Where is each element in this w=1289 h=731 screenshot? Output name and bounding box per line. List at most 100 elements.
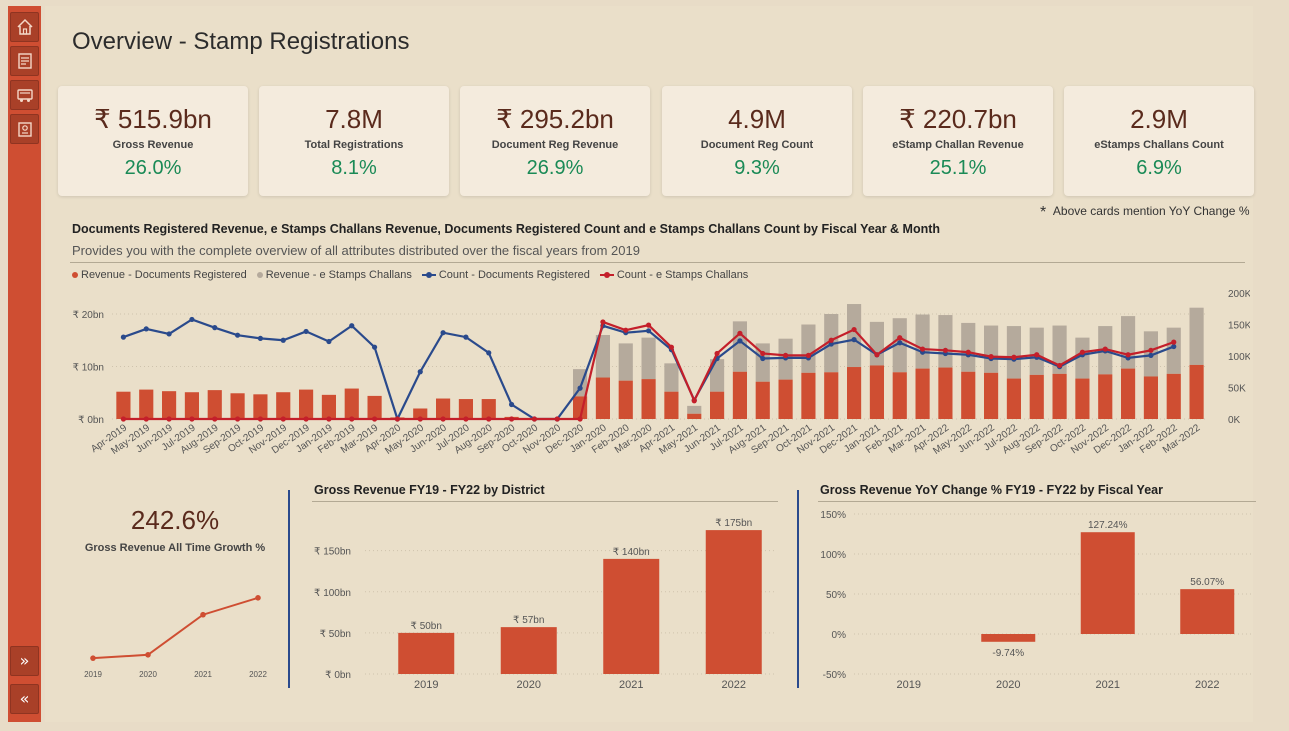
count-estamps-point[interactable]: [1148, 347, 1154, 353]
count-estamps-point[interactable]: [691, 398, 697, 404]
yoy-bar[interactable]: [1180, 589, 1235, 634]
district-bar[interactable]: [603, 558, 660, 674]
count-estamps-point[interactable]: [1011, 354, 1017, 360]
bar-estamp-revenue[interactable]: [1052, 325, 1067, 374]
bar-doc-revenue[interactable]: [458, 399, 473, 419]
bar-estamp-revenue[interactable]: [984, 325, 999, 373]
count-estamps-point[interactable]: [897, 335, 903, 341]
kpi-card[interactable]: ₹ 220.7bn eStamp Challan Revenue 25.1%: [863, 86, 1053, 196]
count-documents-point[interactable]: [303, 328, 309, 335]
count-documents-point[interactable]: [486, 350, 492, 356]
bar-doc-revenue[interactable]: [824, 372, 839, 419]
bar-estamp-revenue[interactable]: [1075, 337, 1090, 379]
count-documents-point[interactable]: [349, 323, 355, 329]
bar-doc-revenue[interactable]: [801, 372, 816, 419]
count-documents-point[interactable]: [897, 340, 903, 346]
bar-estamp-revenue[interactable]: [1166, 327, 1181, 374]
count-estamps-point[interactable]: [508, 416, 515, 422]
bar-doc-revenue[interactable]: [595, 377, 610, 419]
bar-estamp-revenue[interactable]: [1121, 316, 1136, 369]
count-documents-point[interactable]: [371, 344, 378, 350]
bar-doc-revenue[interactable]: [162, 391, 177, 419]
count-documents-point[interactable]: [577, 385, 583, 391]
kpi-card[interactable]: ₹ 295.2bn Document Reg Revenue 26.9%: [460, 86, 650, 196]
count-estamps-point[interactable]: [600, 319, 606, 325]
legend-item[interactable]: Revenue - Documents Registered: [72, 269, 247, 281]
count-estamps-point[interactable]: [1171, 339, 1177, 345]
count-estamps-point[interactable]: [988, 354, 994, 360]
count-documents-point[interactable]: [257, 335, 264, 341]
nav-stamps-button[interactable]: [10, 114, 39, 144]
count-estamps-point[interactable]: [623, 327, 629, 333]
count-estamps-point[interactable]: [212, 416, 218, 422]
bar-estamp-revenue[interactable]: [732, 321, 747, 372]
bar-doc-revenue[interactable]: [1166, 373, 1181, 419]
count-estamps-point[interactable]: [417, 416, 423, 422]
bar-doc-revenue[interactable]: [1006, 378, 1021, 419]
count-estamps-point[interactable]: [280, 416, 286, 422]
bar-doc-revenue[interactable]: [892, 372, 907, 419]
count-estamps-point[interactable]: [1079, 349, 1086, 355]
nav-challans-button[interactable]: [10, 80, 39, 110]
bar-estamp-revenue[interactable]: [1029, 327, 1044, 375]
count-documents-point[interactable]: [463, 334, 469, 340]
bar-doc-revenue[interactable]: [413, 408, 428, 420]
district-bar[interactable]: [500, 627, 557, 674]
count-estamps-point[interactable]: [805, 352, 812, 358]
bar-doc-revenue[interactable]: [847, 367, 862, 419]
count-estamps-point[interactable]: [234, 416, 241, 422]
bar-doc-revenue[interactable]: [116, 391, 131, 419]
bar-estamp-revenue[interactable]: [1006, 326, 1021, 379]
count-documents-point[interactable]: [143, 326, 149, 332]
bar-doc-revenue[interactable]: [641, 379, 656, 419]
bar-estamp-revenue[interactable]: [915, 314, 930, 369]
bar-doc-revenue[interactable]: [664, 391, 679, 419]
growth-point[interactable]: [145, 651, 151, 658]
bar-estamp-revenue[interactable]: [801, 324, 816, 373]
count-estamps-point[interactable]: [714, 350, 720, 357]
bar-doc-revenue[interactable]: [755, 381, 770, 419]
count-estamps-point[interactable]: [760, 350, 766, 357]
bar-doc-revenue[interactable]: [984, 372, 999, 419]
bar-doc-revenue[interactable]: [687, 413, 702, 419]
count-documents-point[interactable]: [828, 341, 834, 347]
count-estamps-point[interactable]: [1056, 362, 1063, 369]
count-documents-point[interactable]: [417, 369, 423, 375]
kpi-card[interactable]: ₹ 515.9bn Gross Revenue 26.0%: [58, 86, 248, 196]
bar-doc-revenue[interactable]: [1075, 378, 1090, 419]
district-bar[interactable]: [705, 530, 762, 674]
bar-doc-revenue[interactable]: [938, 367, 953, 419]
bar-estamp-revenue[interactable]: [1189, 307, 1204, 365]
count-documents-point[interactable]: [737, 338, 743, 344]
count-estamps-point[interactable]: [143, 416, 149, 422]
count-estamps-point[interactable]: [645, 322, 652, 328]
bar-doc-revenue[interactable]: [618, 380, 633, 419]
count-estamps-point[interactable]: [1102, 346, 1108, 352]
bar-doc-revenue[interactable]: [710, 391, 725, 419]
legend-item[interactable]: Count - Documents Registered: [421, 269, 590, 281]
bar-doc-revenue[interactable]: [915, 368, 930, 419]
count-documents-point[interactable]: [1148, 352, 1154, 358]
count-estamps-point[interactable]: [326, 416, 332, 422]
kpi-card[interactable]: 4.9M Document Reg Count 9.3%: [662, 86, 852, 196]
bar-doc-revenue[interactable]: [276, 392, 291, 419]
yoy-bar[interactable]: [981, 634, 1036, 642]
bar-estamp-revenue[interactable]: [595, 335, 610, 378]
bar-estamp-revenue[interactable]: [869, 321, 884, 366]
count-estamps-point[interactable]: [303, 416, 309, 422]
bar-estamp-revenue[interactable]: [664, 363, 679, 392]
count-documents-point[interactable]: [166, 331, 172, 337]
bar-doc-revenue[interactable]: [1052, 373, 1067, 419]
count-documents-point[interactable]: [508, 401, 515, 408]
count-estamps-point[interactable]: [1034, 352, 1040, 358]
count-estamps-point[interactable]: [486, 416, 492, 422]
nav-registrations-button[interactable]: [10, 46, 39, 76]
legend-item[interactable]: Count - e Stamps Challans: [599, 269, 748, 281]
bar-doc-revenue[interactable]: [367, 395, 382, 419]
bar-doc-revenue[interactable]: [230, 393, 245, 419]
count-documents-point[interactable]: [212, 325, 218, 331]
count-estamps-point[interactable]: [166, 416, 172, 422]
count-documents-point[interactable]: [440, 330, 446, 336]
bar-doc-revenue[interactable]: [732, 371, 747, 419]
count-estamps-point[interactable]: [828, 337, 834, 343]
